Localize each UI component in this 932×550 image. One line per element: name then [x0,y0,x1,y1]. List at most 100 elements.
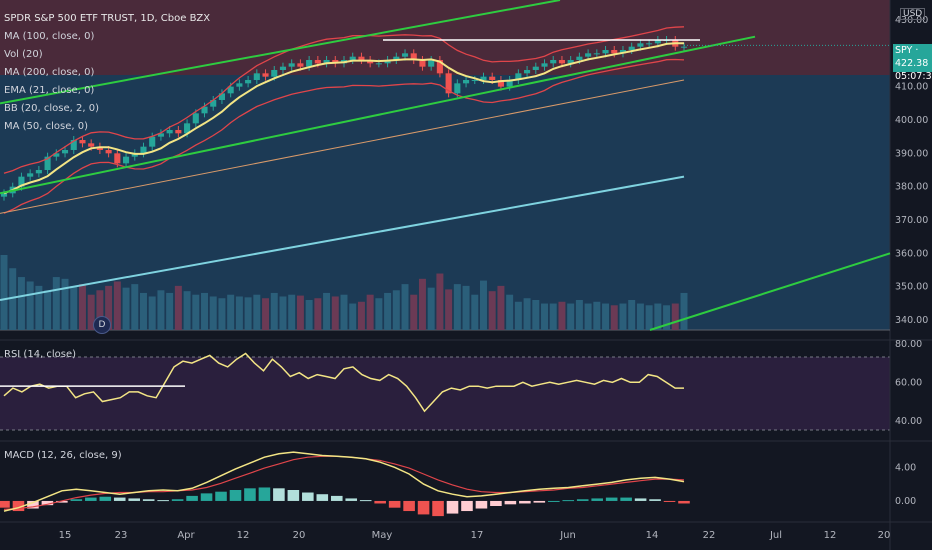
macd-tick-label: 0.00 [895,496,916,507]
volume-bar [593,301,601,330]
price-tick-label: 400.00 [895,115,928,126]
candle-body [253,73,260,80]
volume-bar [96,290,104,330]
candle-body [123,156,130,164]
volume-bar [201,292,208,330]
volume-bar [288,294,296,330]
candle-body [271,70,278,77]
candle-body [384,60,391,64]
macd-histogram-bar [591,498,603,501]
rsi-band [0,357,890,430]
time-tick-label: 17 [471,530,484,541]
volume-bar [506,294,514,330]
macd-histogram-bar [85,497,97,501]
volume-bar [471,294,479,330]
price-tick-label: 360.00 [895,248,928,259]
indicator-label[interactable]: MA (200, close, 0) [4,67,95,78]
volume-bar [680,292,688,330]
time-tick-label: 14 [646,530,659,541]
indicator-label[interactable]: MA (50, close, 0) [4,121,89,132]
time-tick-label: 22 [703,530,716,541]
time-tick-label: 20 [293,530,306,541]
candle-body [201,106,208,114]
candle-body [524,70,531,74]
candle-body [175,130,182,134]
candle-body [436,60,443,74]
candle-body [0,193,8,197]
candle-body [218,93,225,100]
macd-histogram-bar [519,500,531,504]
volume-bar [105,285,113,330]
price-tick-label: 410.00 [895,82,928,93]
indicator-label[interactable]: MA (100, close, 0) [4,31,95,42]
volume-bar [26,281,34,330]
candle-body [332,60,339,64]
candle-body [567,60,574,64]
macd-tick-label: 4.00 [895,462,916,473]
volume-bar [384,292,392,330]
currency-label[interactable]: USD [900,8,926,20]
candle-body [410,53,417,60]
volume-bar [575,300,583,330]
price-tick-label: 340.00 [895,315,928,326]
volume-bar [523,298,531,330]
volume-bar [427,287,435,330]
volume-bar [44,290,52,330]
last-price-tag: SPY · 422.38 05:07:39 [893,44,932,82]
candle-body [497,80,504,87]
dividend-marker[interactable]: D [93,316,111,334]
macd-histogram-bar [490,500,502,506]
macd-histogram-bar [244,488,256,501]
macd-histogram-bar [678,500,690,504]
candle-body [192,113,199,124]
macd-label[interactable]: MACD (12, 26, close, 9) [4,450,122,461]
indicator-label[interactable]: EMA (21, close, 0) [4,85,95,96]
macd-histogram-bar [186,495,198,501]
candle-body [61,150,69,154]
volume-bar [410,294,418,330]
macd-histogram-bar [330,495,343,501]
candle-body [140,146,147,154]
candle-body [576,56,583,60]
volume-bar [366,294,374,330]
indicator-label[interactable]: Vol (20) [4,49,43,60]
candle-body [44,156,51,170]
candle-body [489,76,496,80]
candle-body [480,76,487,80]
rsi-label[interactable]: RSI (14, close) [4,349,77,360]
candle-body [236,83,243,87]
volume-bar [122,287,130,330]
volume-bar [418,278,426,330]
price-tick-label: 370.00 [895,215,928,226]
macd-histogram-bar [27,500,39,509]
time-tick-label: 12 [237,530,250,541]
ma200-line [0,175,685,301]
indicator-legend: SPDR S&P 500 ETF TRUST, 1D, Cboe BZX MA … [4,10,210,136]
volume-bar [314,298,322,330]
chart-title[interactable]: SPDR S&P 500 ETF TRUST, 1D, Cboe BZX [4,13,211,24]
candle-body [70,140,77,150]
volume-bar [663,305,671,330]
candle-body [18,176,25,187]
symbol-label: SPY [895,45,913,56]
volume-bar [357,301,365,330]
candle-body [471,80,478,81]
time-tick-label: 12 [824,530,837,541]
volume-bar [497,285,505,330]
candle-body [279,66,287,70]
macd-histogram-bar [287,490,300,501]
trendline-lower [0,35,756,195]
candle-body [445,73,452,94]
candle-body [541,63,548,67]
volume-bar [70,285,78,330]
candle-body [35,170,42,174]
candle-body [227,86,234,94]
candle-body [585,53,592,57]
price-pane-bg [0,75,890,330]
volume-bar [549,303,557,330]
volume-bar [340,294,348,330]
volume-bar [218,298,226,330]
candle-body [314,60,321,64]
indicator-label[interactable]: BB (20, close, 2, 0) [4,103,99,114]
